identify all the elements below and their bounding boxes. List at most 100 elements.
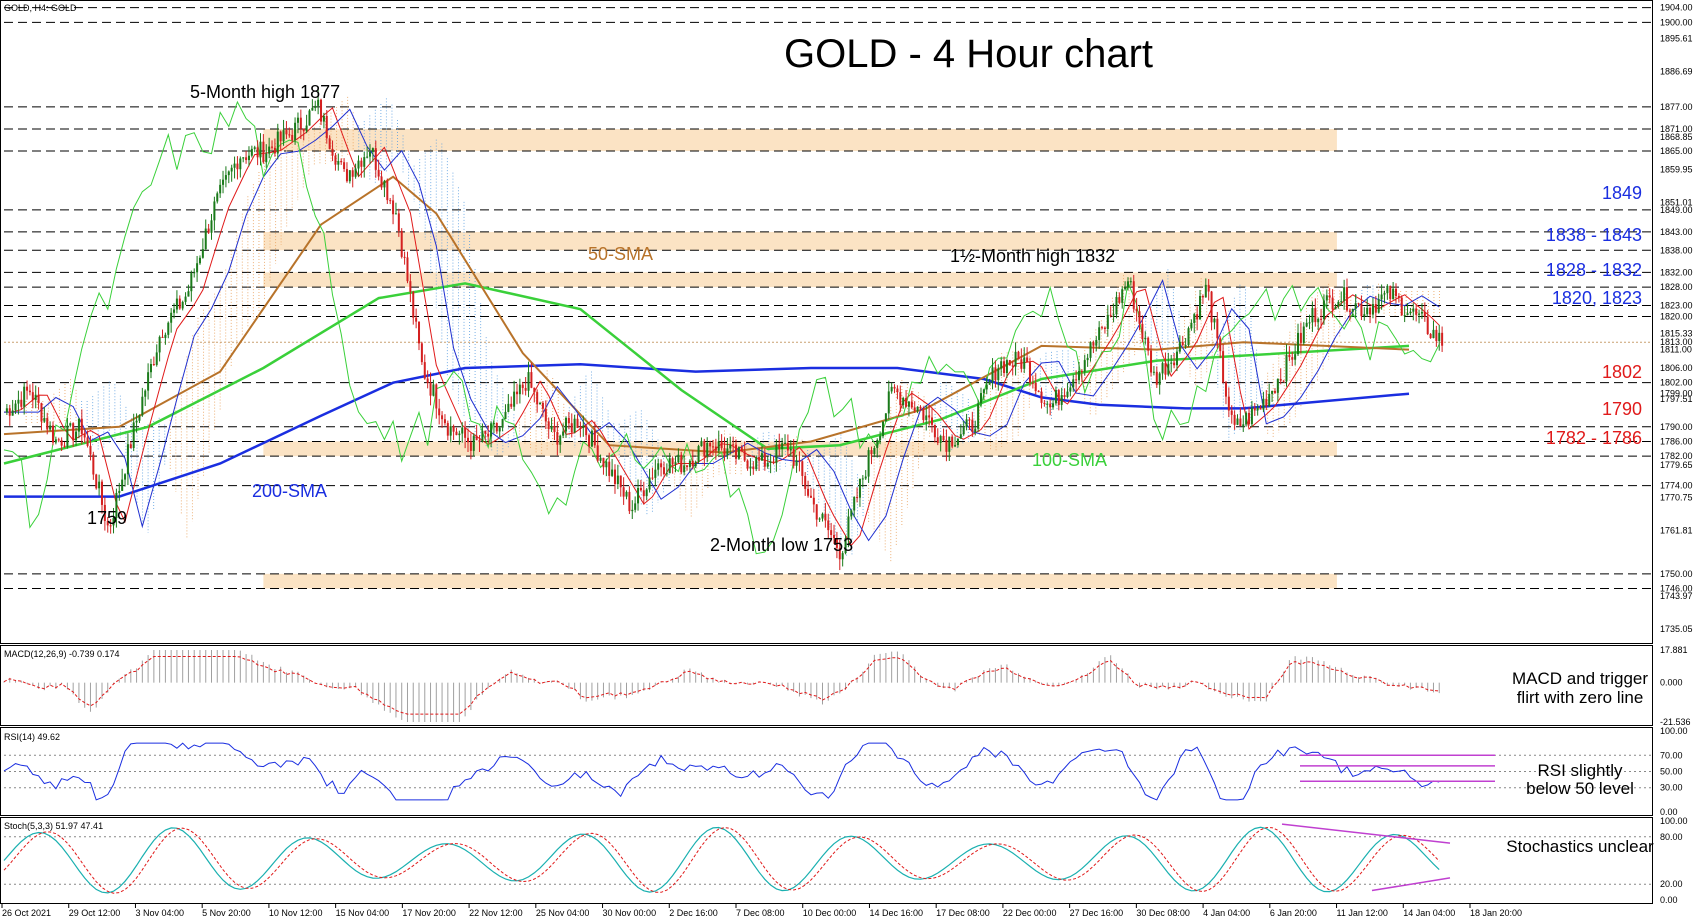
candle-body: [720, 441, 723, 449]
stoch-axis-label: 0.00: [1660, 895, 1678, 905]
candle-body: [962, 427, 965, 435]
candle-body: [879, 436, 882, 441]
macd-panel: 17.881 0.000 -21.536: [3, 645, 1691, 727]
candle-body: [28, 390, 31, 393]
candle-body: [547, 421, 550, 430]
candle-body: [420, 343, 423, 363]
candle-body: [1014, 351, 1017, 367]
time-axis-label: 30 Dec 08:00: [1136, 908, 1190, 918]
candle-body: [40, 403, 43, 422]
candle-body: [83, 433, 86, 438]
candle-body: [227, 171, 230, 176]
candle-body: [965, 419, 968, 428]
candle-body: [449, 426, 452, 436]
candle-body: [354, 168, 357, 177]
candle-body: [665, 473, 668, 475]
rsi-axis-label: 0.00: [1660, 807, 1678, 817]
candle-body: [46, 417, 49, 430]
candle-body: [746, 460, 749, 469]
candle-body: [60, 440, 63, 446]
annotation-1759: 1759: [87, 508, 127, 528]
candle-body: [1288, 354, 1291, 358]
candle-body: [778, 444, 781, 449]
candle-body: [884, 413, 887, 422]
candle-body: [1302, 326, 1305, 343]
price-axis-label: 1790.00: [1660, 422, 1693, 432]
candle-body: [991, 367, 994, 382]
candle-body: [613, 469, 616, 485]
candle-body: [1245, 412, 1248, 425]
candle-body: [815, 504, 818, 520]
candle-body: [1299, 332, 1302, 343]
candle-body: [72, 423, 75, 441]
candle-body: [567, 417, 570, 424]
candle-body: [1397, 295, 1400, 298]
price-axis-label: 1849.00: [1660, 205, 1693, 215]
candle-body: [956, 438, 959, 446]
candle-body: [1279, 378, 1282, 381]
candle-body: [1420, 312, 1423, 314]
candle-body: [210, 220, 213, 233]
price-axis-label: 1904.00: [1660, 3, 1693, 13]
candle-body: [1072, 379, 1075, 388]
candle-body: [1409, 311, 1412, 314]
candle-body: [34, 394, 37, 401]
candle-body: [371, 148, 374, 152]
candle-body: [781, 443, 784, 449]
candle-body: [250, 148, 253, 156]
candle-body: [412, 291, 415, 318]
price-axis-label: 1797.51: [1660, 394, 1693, 404]
candle-body: [294, 122, 297, 141]
candle-body: [224, 175, 227, 180]
candle-body: [118, 490, 121, 493]
candle-body: [637, 487, 640, 504]
time-axis-label: 18 Jan 20:00: [1470, 908, 1522, 918]
candle-body: [14, 403, 17, 411]
candle-body: [305, 125, 308, 132]
candle-body: [1262, 398, 1265, 410]
candle-body: [683, 465, 686, 473]
candle-body: [389, 200, 392, 202]
candle-body: [515, 391, 519, 395]
candle-body: [1268, 393, 1271, 407]
candle-body: [242, 157, 245, 159]
candle-body: [328, 138, 331, 149]
candle-body: [464, 427, 467, 438]
candle-body: [1187, 328, 1190, 346]
candle-body: [590, 430, 593, 447]
candle-body: [80, 418, 83, 434]
price-axis-label: 1828.00: [1660, 282, 1693, 292]
macd-note-line2: flirt with zero line: [1517, 688, 1644, 707]
candle-body: [530, 372, 533, 388]
candle-body: [985, 384, 988, 390]
candle-body: [348, 170, 351, 182]
price-axis-label: 1832.00: [1660, 267, 1693, 277]
candle-body: [1135, 308, 1138, 312]
candle-body: [775, 444, 778, 464]
candle-body: [124, 474, 127, 480]
candle-body: [1175, 351, 1178, 366]
candle-body: [1066, 391, 1069, 397]
macd-label: MACD(12,26,9) -0.739 0.174: [4, 649, 120, 659]
candle-body: [1394, 288, 1398, 296]
candle-body: [438, 408, 441, 416]
sr-zone: [263, 128, 1337, 152]
rsi-label: RSI(14) 49.62: [4, 732, 60, 742]
candle-body: [1392, 288, 1395, 300]
candle-body: [75, 431, 78, 441]
candle-body: [870, 450, 873, 455]
candle-body: [446, 423, 449, 436]
candle-body: [856, 496, 859, 498]
candle-body: [882, 421, 885, 437]
candle-body: [639, 487, 642, 491]
candle-body: [711, 446, 714, 448]
candle-body: [57, 439, 60, 441]
candle-body: [1207, 284, 1210, 292]
macd-axis-label: -21.536: [1660, 717, 1691, 727]
candle-body: [729, 444, 732, 449]
candle-body: [426, 378, 429, 383]
candle-body: [1199, 295, 1202, 320]
candle-body: [17, 399, 20, 404]
candle-body: [651, 477, 654, 479]
candle-body: [1011, 365, 1014, 367]
